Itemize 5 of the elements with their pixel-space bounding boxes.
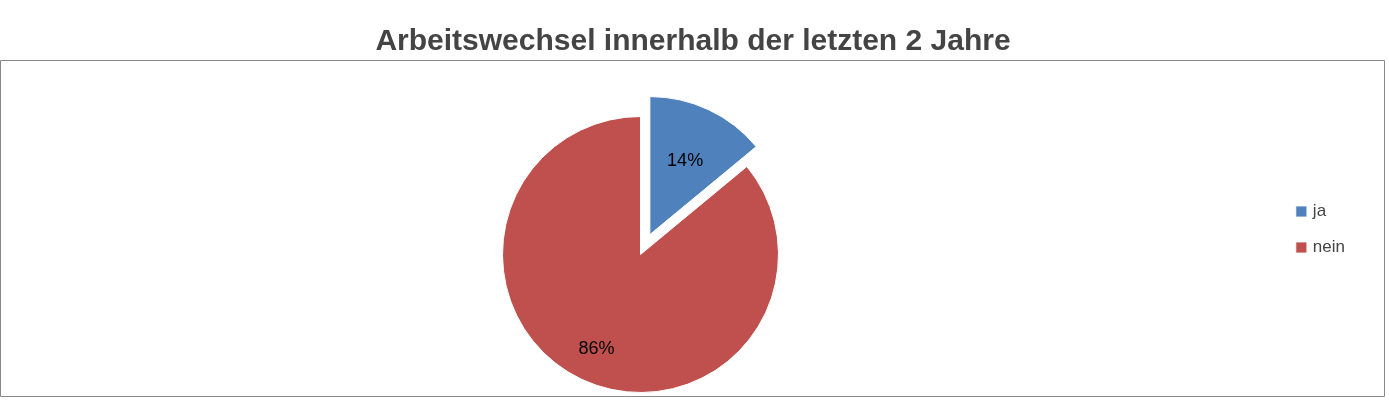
data-label: 14% — [667, 149, 704, 170]
data-label: 86% — [578, 338, 615, 359]
legend-label: nein — [1312, 236, 1345, 257]
legend-label: ja — [1312, 200, 1328, 221]
chart-title: Arbeitswechsel innerhalb der letzten 2 Jahre — [375, 22, 1011, 56]
